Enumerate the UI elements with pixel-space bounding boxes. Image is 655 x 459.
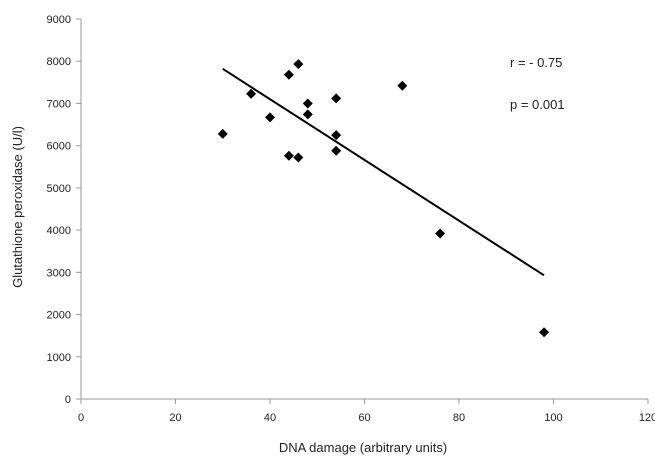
y-tick-label: 4000	[47, 225, 71, 237]
data-point	[539, 327, 550, 338]
points-layer	[217, 59, 550, 338]
data-point	[293, 59, 304, 70]
x-ticks: 0 20 40 60 80 100 120	[78, 399, 655, 424]
data-point	[435, 228, 446, 239]
data-point	[217, 128, 228, 139]
x-tick-label: 40	[264, 412, 276, 424]
data-point	[397, 80, 408, 91]
x-tick-label: 60	[358, 412, 370, 424]
y-tick-label: 1000	[47, 352, 71, 364]
y-tick-label: 9000	[47, 14, 71, 26]
data-point	[246, 88, 257, 99]
y-tick-label: 8000	[47, 56, 71, 68]
x-tick-label: 20	[169, 412, 181, 424]
data-point	[331, 93, 342, 104]
y-tick-label: 0	[65, 394, 71, 406]
trendline	[222, 67, 545, 277]
x-tick-label: 0	[78, 412, 84, 424]
trendline-layer	[222, 67, 545, 277]
data-point	[331, 145, 342, 156]
x-tick-label: 100	[544, 412, 562, 424]
y-tick-label: 2000	[47, 310, 71, 322]
data-point	[302, 98, 313, 109]
data-point	[293, 152, 304, 163]
annotation-r-value: r = - 0.75	[510, 55, 562, 70]
data-point	[283, 150, 294, 161]
data-point	[331, 130, 342, 141]
data-point	[302, 109, 313, 120]
axes	[80, 19, 648, 400]
data-point	[283, 69, 294, 80]
y-tick-label: 7000	[47, 98, 71, 110]
y-tick-label: 5000	[47, 183, 71, 195]
annotation-p-value: p = 0.001	[510, 97, 565, 112]
x-tick-label: 120	[639, 412, 655, 424]
y-tick-label: 3000	[47, 267, 71, 279]
y-axis-title: Glutathione peroxidase (U/l)	[10, 126, 25, 288]
data-point	[265, 112, 275, 123]
y-ticks: 0 1000 2000 3000 4000 5000 6000 7000 8000 9000	[47, 14, 81, 406]
x-tick-label: 80	[453, 412, 465, 424]
y-tick-label: 6000	[47, 141, 71, 153]
x-axis-title: DNA damage (arbitrary units)	[279, 440, 447, 455]
